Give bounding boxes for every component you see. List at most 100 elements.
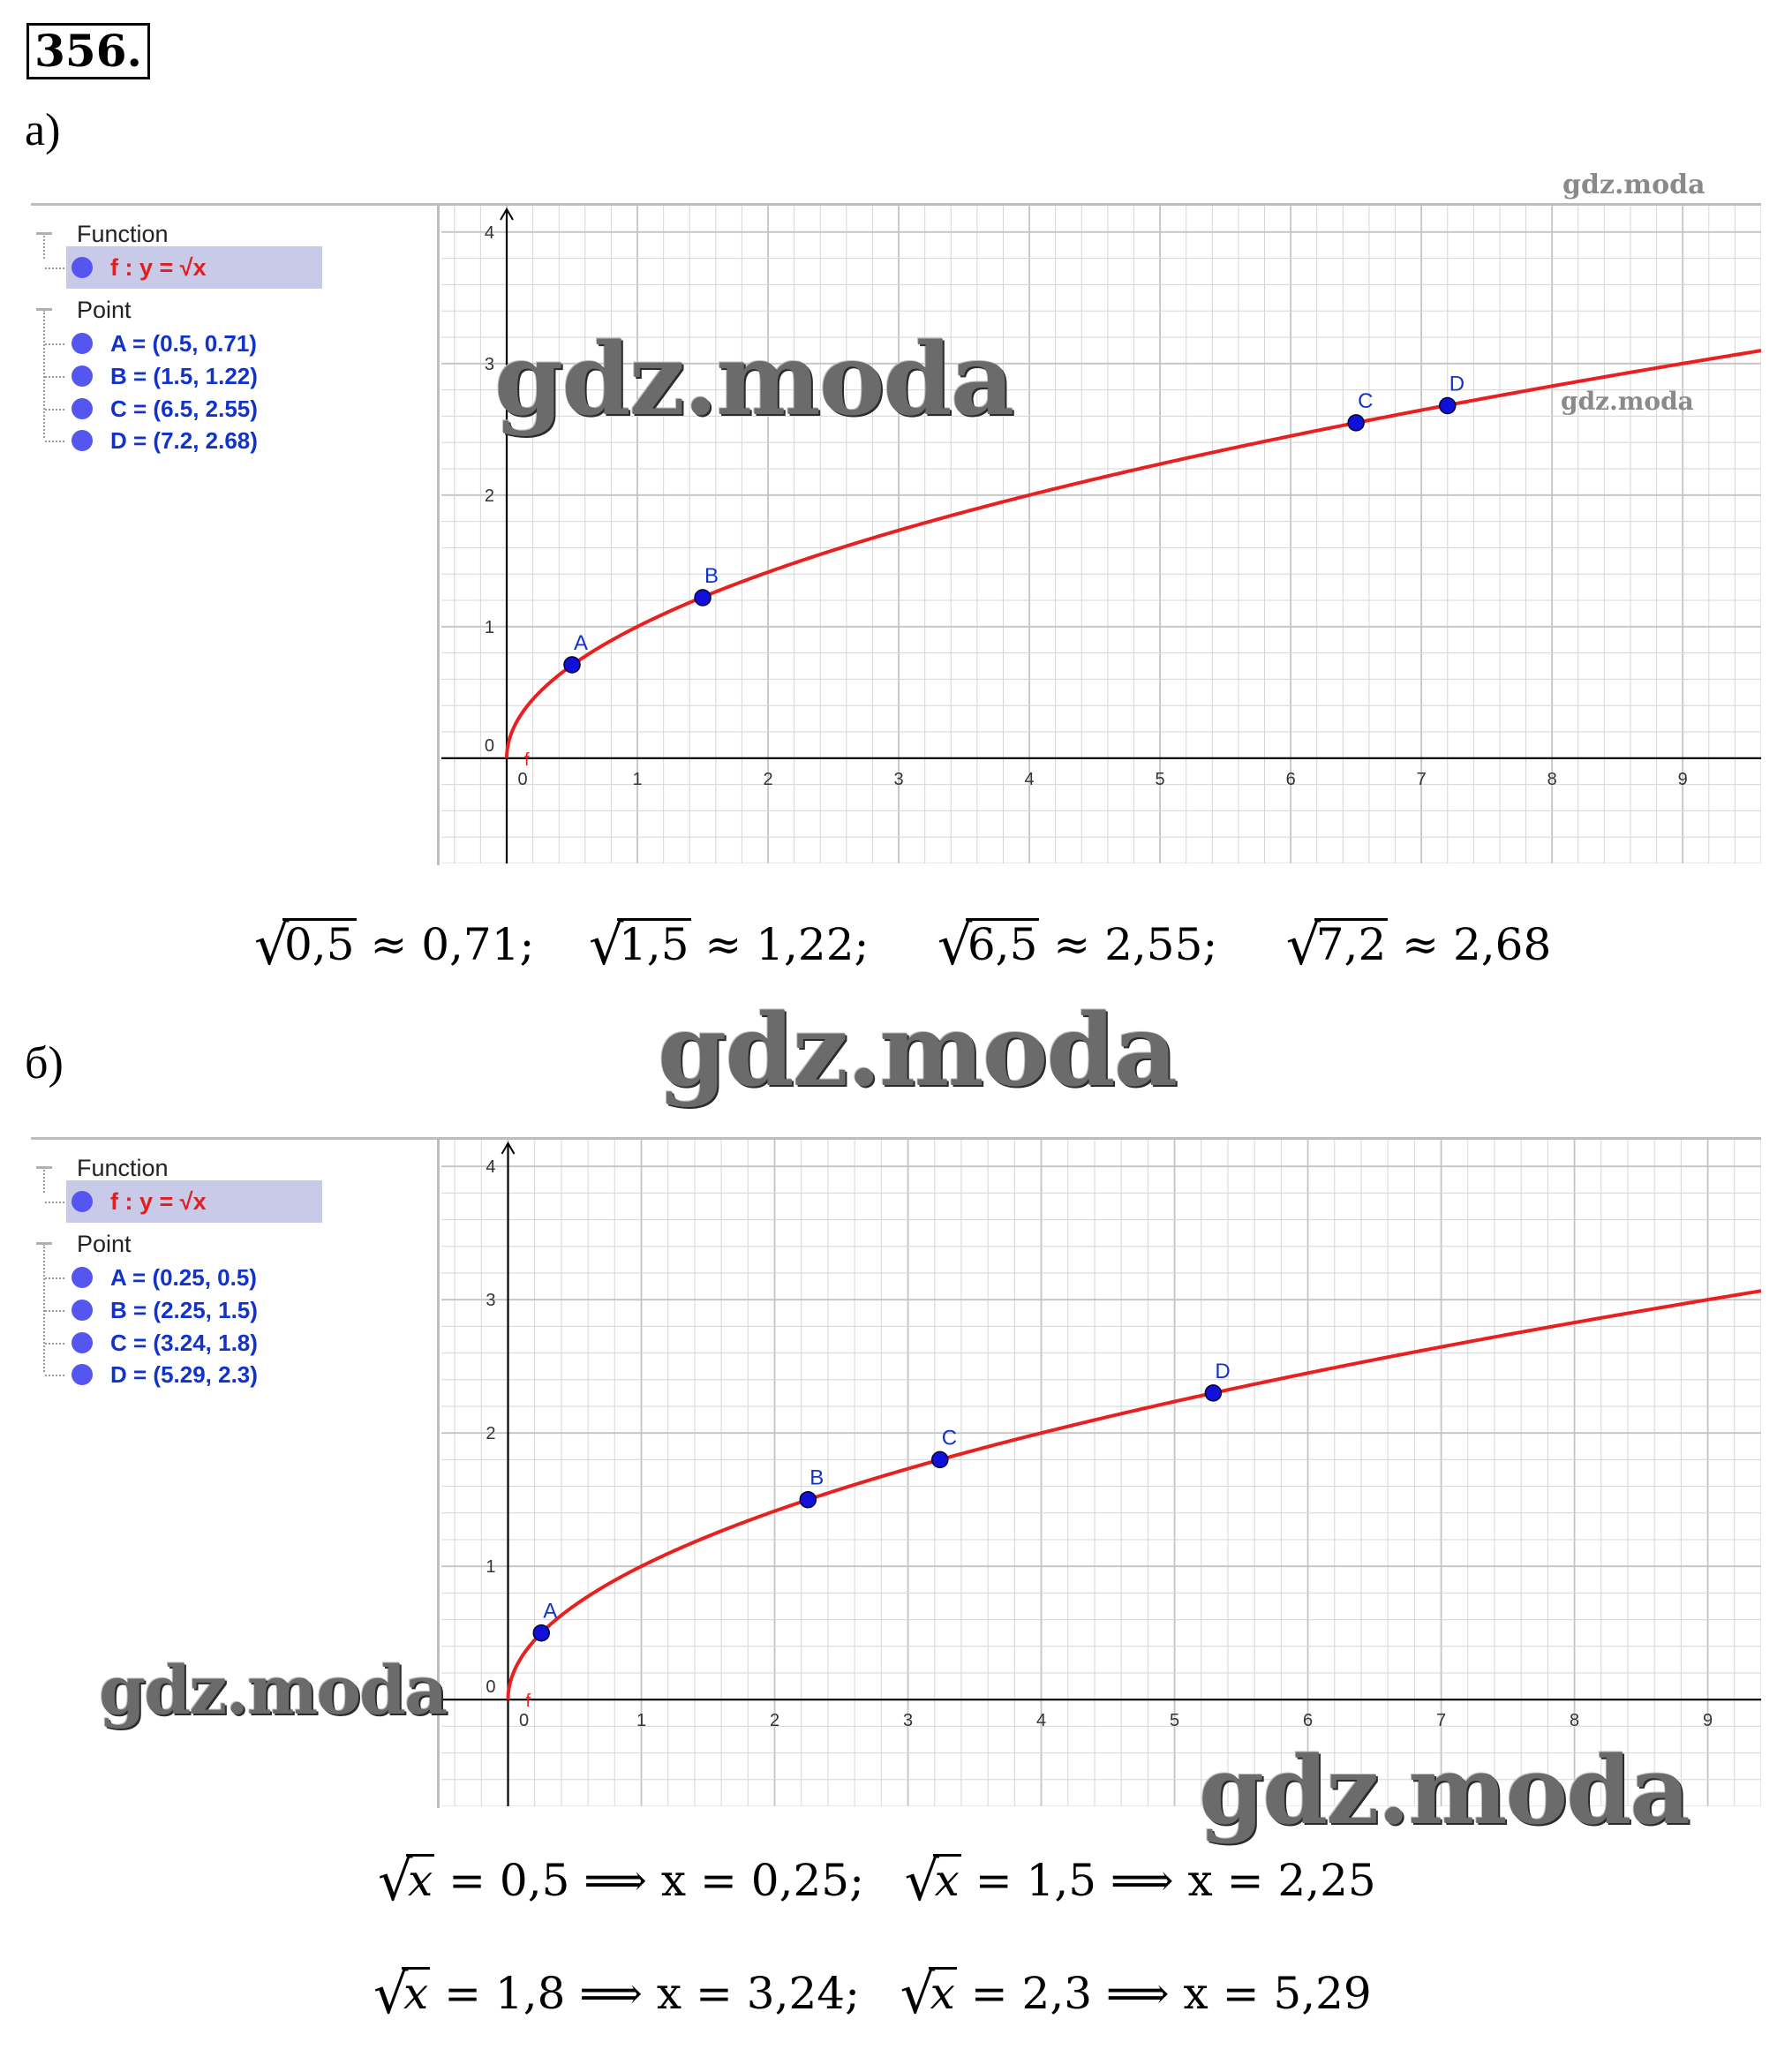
watermark-left-b: gdz.moda bbox=[99, 1651, 448, 1729]
view-divider[interactable] bbox=[437, 206, 440, 865]
radicand: x bbox=[928, 1967, 957, 2019]
chart-a-x-tick-label: 2 bbox=[763, 770, 772, 789]
view-divider[interactable] bbox=[437, 1140, 440, 1808]
point-heading: Point bbox=[77, 297, 132, 323]
equation-rest: ≈ 1,22; bbox=[704, 919, 870, 970]
radicand: 7,2 bbox=[1314, 918, 1389, 970]
point-entry-b-A[interactable]: A = (0.25, 0.5) bbox=[31, 1260, 322, 1295]
radicand: 0,5 bbox=[282, 918, 357, 970]
watermark-large-b: gdz.moda bbox=[1199, 1735, 1690, 1845]
radicand: x bbox=[402, 1967, 431, 2019]
chart-b-point-C[interactable] bbox=[931, 1450, 949, 1469]
collapse-icon[interactable] bbox=[36, 232, 52, 235]
chart-a-point-D[interactable] bbox=[1439, 396, 1457, 415]
point-group-a[interactable]: Point bbox=[31, 292, 296, 328]
equations-a: 0,5 ≈ 0,71; 1,5 ≈ 1,22; 6,5 ≈ 2,55; 7,2 … bbox=[254, 913, 1552, 977]
visibility-dot-icon[interactable] bbox=[72, 257, 93, 278]
chart-b-point-label-C: C bbox=[942, 1426, 957, 1450]
geogebra-panel-a: Function f : y = √x Point A = (0.5, 0.71… bbox=[31, 203, 1761, 865]
radicand: 6,5 bbox=[965, 918, 1040, 970]
chart-a-curve-f[interactable] bbox=[505, 349, 1761, 758]
equation-rest: ≈ 2,68 bbox=[1402, 919, 1552, 970]
chart-a-grid bbox=[441, 206, 1761, 863]
point-entry-text: D = (7.2, 2.68) bbox=[110, 427, 258, 454]
chart-b-x-tick-label: 1 bbox=[636, 1711, 646, 1730]
chart-b-point-label-A: A bbox=[543, 1600, 557, 1624]
chart-b-y-tick-label: 1 bbox=[486, 1557, 495, 1577]
point-heading: Point bbox=[77, 1231, 132, 1257]
visibility-dot-icon[interactable] bbox=[72, 1191, 93, 1212]
graph-view-a[interactable]: 0 1 2 3 4 5 6 7 8 9 0 1 2 3 4 f A B C D bbox=[441, 206, 1761, 863]
chart-b-x-tick-label: 6 bbox=[1303, 1711, 1313, 1730]
visibility-dot-icon[interactable] bbox=[72, 1332, 93, 1353]
chart-b-x-tick-label: 0 bbox=[519, 1711, 529, 1730]
radicand: 1,5 bbox=[616, 918, 691, 970]
equation-a-4: 7,2 ≈ 2,68 bbox=[1286, 913, 1552, 977]
visibility-dot-icon[interactable] bbox=[72, 1267, 93, 1288]
watermark-small-a: gdz.moda bbox=[1561, 387, 1694, 416]
visibility-dot-icon[interactable] bbox=[72, 398, 93, 419]
equation-rest: ≈ 0,71; bbox=[370, 919, 535, 970]
chart-a-y-tick-label: 4 bbox=[485, 223, 494, 243]
chart-a-function-label: f bbox=[524, 750, 530, 770]
visibility-dot-icon[interactable] bbox=[72, 333, 93, 354]
equation-a-2: 1,5 ≈ 1,22; bbox=[589, 913, 870, 977]
point-entry-a-A[interactable]: A = (0.5, 0.71) bbox=[31, 326, 322, 361]
visibility-dot-icon[interactable] bbox=[72, 1364, 93, 1385]
point-entry-a-B[interactable]: B = (1.5, 1.22) bbox=[31, 358, 322, 394]
part-b-label: б) bbox=[25, 1038, 64, 1089]
geogebra-panel-b: Function f : y = √x Point A = (0.25, 0.5… bbox=[31, 1137, 1761, 1808]
point-group-b[interactable]: Point bbox=[31, 1226, 296, 1262]
point-entry-text: C = (6.5, 2.55) bbox=[110, 396, 258, 422]
chart-a-point-label-B: B bbox=[704, 564, 719, 588]
visibility-dot-icon[interactable] bbox=[72, 1300, 93, 1321]
chart-a-point-C[interactable] bbox=[1347, 414, 1365, 432]
watermark-large-mid: gdz.moda bbox=[658, 993, 1178, 1109]
point-entry-b-B[interactable]: B = (2.25, 1.5) bbox=[31, 1292, 322, 1328]
chart-a-point-label-D: D bbox=[1449, 372, 1464, 396]
chart-b-point-label-B: B bbox=[809, 1466, 824, 1490]
function-group-b[interactable]: Function bbox=[31, 1150, 296, 1186]
equation-rest: = 1,8 ⟹ x = 3,24; bbox=[444, 1968, 860, 2019]
chart-b-x-tick-label: 7 bbox=[1436, 1711, 1446, 1730]
collapse-icon[interactable] bbox=[36, 1166, 52, 1169]
chart-b-y-tick-label: 3 bbox=[486, 1291, 495, 1310]
chart-b-point-D[interactable] bbox=[1204, 1384, 1223, 1402]
point-entry-text: A = (0.25, 0.5) bbox=[110, 1264, 257, 1291]
equations-b-row2: x = 1,8 ⟹ x = 3,24; x = 2,3 ⟹ x = 5,29 bbox=[373, 1962, 1372, 2026]
watermark-small-top: gdz.moda bbox=[1562, 170, 1705, 200]
chart-b-point-A[interactable] bbox=[532, 1624, 551, 1642]
function-group-a[interactable]: Function bbox=[31, 216, 296, 252]
chart-a-point-A[interactable] bbox=[563, 656, 581, 674]
graph-view-b[interactable]: 0 1 2 3 4 5 6 7 8 9 0 1 2 3 4 f A B C D bbox=[441, 1140, 1761, 1806]
equation-b-1: x = 0,5 ⟹ x = 0,25; bbox=[378, 1849, 864, 1913]
equation-rest: = 0,5 ⟹ x = 0,25; bbox=[448, 1855, 864, 1906]
chart-b-point-B[interactable] bbox=[799, 1490, 817, 1509]
chart-a-y-tick-label: 0 bbox=[485, 736, 494, 756]
collapse-icon[interactable] bbox=[36, 1242, 52, 1245]
chart-a-point-B[interactable] bbox=[694, 589, 712, 607]
visibility-dot-icon[interactable] bbox=[72, 365, 93, 387]
collapse-icon[interactable] bbox=[36, 308, 52, 311]
function-entry-a[interactable]: f : y = √x bbox=[31, 250, 322, 285]
function-entry-highlight-b bbox=[66, 1180, 322, 1223]
algebra-view-b: Function f : y = √x Point A = (0.25, 0.5… bbox=[31, 1140, 433, 1808]
equation-a-3: 6,5 ≈ 2,55; bbox=[937, 913, 1217, 977]
point-entry-b-C[interactable]: C = (3.24, 1.8) bbox=[31, 1325, 322, 1360]
point-entry-a-C[interactable]: C = (6.5, 2.55) bbox=[31, 391, 322, 426]
point-entry-text: B = (1.5, 1.22) bbox=[110, 363, 258, 389]
chart-a-point-label-A: A bbox=[574, 631, 588, 655]
point-entry-b-D[interactable]: D = (5.29, 2.3) bbox=[31, 1357, 322, 1392]
chart-b-x-tick-label: 5 bbox=[1170, 1711, 1179, 1730]
chart-b-y-tick-label: 4 bbox=[486, 1157, 495, 1177]
chart-b-x-tick-label: 3 bbox=[903, 1711, 913, 1730]
function-entry-b[interactable]: f : y = √x bbox=[31, 1184, 322, 1219]
chart-a-x-tick-label: 9 bbox=[1678, 770, 1688, 789]
visibility-dot-icon[interactable] bbox=[72, 430, 93, 451]
chart-b-curve-f[interactable] bbox=[506, 1289, 1761, 1700]
chart-a-x-tick-label: 3 bbox=[894, 770, 904, 789]
chart-a-y-tick-label: 1 bbox=[485, 618, 494, 637]
point-entry-a-D[interactable]: D = (7.2, 2.68) bbox=[31, 423, 322, 458]
equation-b-3: x = 1,8 ⟹ x = 3,24; bbox=[373, 1962, 860, 2026]
chart-a-x-tick-label: 6 bbox=[1286, 770, 1296, 789]
